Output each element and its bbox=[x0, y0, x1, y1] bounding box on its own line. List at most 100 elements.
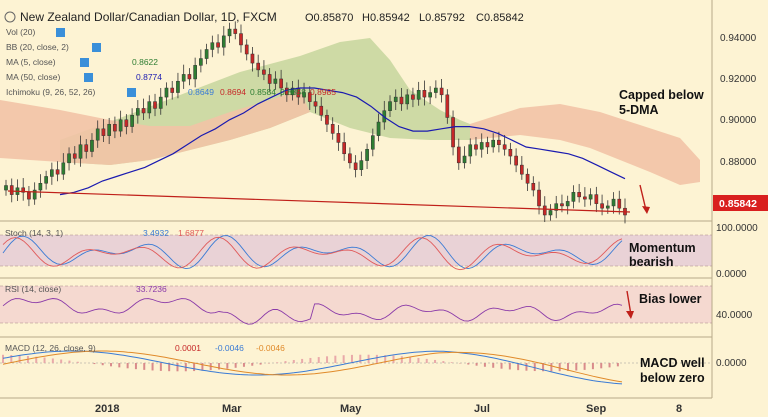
candle-body bbox=[176, 80, 180, 93]
candle-body bbox=[267, 74, 272, 84]
candle-body bbox=[32, 189, 37, 200]
candle-body bbox=[491, 139, 496, 148]
macd-hist-bar bbox=[51, 358, 54, 363]
last-price-tag bbox=[713, 195, 768, 211]
candle-body bbox=[290, 87, 295, 96]
candle-body bbox=[605, 205, 610, 209]
macd-value: -0.0046 bbox=[215, 343, 244, 353]
cloud-bear bbox=[0, 90, 310, 165]
eye-icon[interactable] bbox=[127, 88, 136, 97]
candle-body bbox=[445, 94, 450, 118]
legend-ma50-value: 0.8774 bbox=[136, 72, 162, 82]
candle-body bbox=[502, 144, 507, 150]
macd-hist-bar bbox=[259, 363, 262, 365]
x-tick-label: 2018 bbox=[95, 403, 119, 415]
eye-icon[interactable] bbox=[92, 43, 101, 52]
macd-hist-bar bbox=[60, 359, 63, 363]
candle-body bbox=[370, 135, 375, 150]
macd-hist-bar bbox=[118, 363, 121, 368]
y-tick-label: 0.94000 bbox=[720, 33, 757, 44]
candle-body bbox=[399, 96, 404, 105]
expand-icon[interactable] bbox=[4, 11, 16, 23]
macd-hist-bar bbox=[533, 363, 536, 372]
candle-body bbox=[262, 69, 266, 75]
candle-body bbox=[508, 148, 513, 157]
candle-body bbox=[342, 142, 346, 155]
macd-hist-bar bbox=[425, 358, 428, 363]
macd-hist-bar bbox=[417, 357, 420, 363]
macd-hist-bar bbox=[309, 357, 312, 363]
candle-body bbox=[456, 146, 461, 164]
macd-hist-bar bbox=[467, 363, 470, 365]
macd-hist-bar bbox=[301, 358, 304, 363]
legend-bb[interactable]: BB (20, close, 2) bbox=[6, 42, 69, 52]
ohlc-open: O0.85870 bbox=[305, 12, 353, 24]
candle-body bbox=[514, 155, 518, 166]
candle-body bbox=[147, 101, 152, 114]
ichimoku-cloud bbox=[0, 38, 700, 185]
stoch-legend[interactable]: Stoch (14, 3, 1) bbox=[5, 228, 63, 238]
candle-body bbox=[170, 87, 175, 93]
candle-body bbox=[537, 189, 541, 207]
candle-body bbox=[548, 210, 553, 216]
candle-body bbox=[118, 119, 123, 132]
candle-body bbox=[611, 198, 616, 207]
candle-body bbox=[434, 87, 438, 93]
candle-body bbox=[525, 173, 530, 184]
candle-body bbox=[4, 185, 8, 191]
candle-body bbox=[313, 101, 318, 107]
macd-hist-bar bbox=[442, 361, 445, 363]
candle-body bbox=[474, 144, 478, 150]
macd-hist-bar bbox=[566, 363, 569, 371]
candle-body bbox=[135, 108, 140, 116]
macd-hist-bar bbox=[93, 363, 96, 365]
candle-body bbox=[90, 139, 94, 152]
candle-body bbox=[21, 187, 26, 193]
legend-ichimoku-value: 0.8649 bbox=[188, 87, 214, 97]
stoch-tick-label: 0.0000 bbox=[716, 269, 747, 280]
legend-ichimoku[interactable]: Ichimoku (9, 26, 52, 26) bbox=[6, 87, 95, 97]
macd-hist-bar bbox=[359, 354, 362, 363]
candle-body bbox=[233, 28, 238, 34]
legend-ma5[interactable]: MA (5, close) bbox=[6, 57, 56, 67]
legend-ma50[interactable]: MA (50, close) bbox=[6, 72, 60, 82]
macd-hist-bar bbox=[342, 355, 345, 363]
legend-vol[interactable]: Vol (20) bbox=[6, 27, 35, 37]
candle-body bbox=[273, 78, 278, 84]
annotation-stoch: bearish bbox=[629, 255, 673, 269]
support-trendline bbox=[7, 190, 631, 213]
candle-body bbox=[542, 205, 547, 216]
macd-hist-bar bbox=[483, 363, 486, 367]
macd-hist-bar bbox=[508, 363, 511, 370]
candle-body bbox=[101, 128, 106, 136]
macd-hist-bar bbox=[193, 363, 196, 372]
candle-body bbox=[571, 192, 576, 202]
candle-body bbox=[210, 42, 215, 50]
eye-icon[interactable] bbox=[80, 58, 89, 67]
macd-legend[interactable]: MACD (12, 26, close, 9) bbox=[5, 343, 96, 353]
candle-body bbox=[130, 114, 134, 127]
rsi-line bbox=[2, 298, 623, 325]
annotation-rsi: Bias lower bbox=[639, 292, 702, 306]
macd-hist-bar bbox=[10, 355, 13, 363]
ohlc-low: L0.85792 bbox=[419, 12, 465, 24]
eye-icon[interactable] bbox=[84, 73, 93, 82]
candle-body bbox=[27, 192, 31, 200]
eye-icon[interactable] bbox=[56, 28, 65, 37]
macd-hist-bar bbox=[550, 363, 553, 372]
macd-hist-bar bbox=[292, 359, 295, 363]
rsi-tick-label: 40.0000 bbox=[716, 310, 753, 321]
candle-body bbox=[95, 128, 100, 141]
macd-hist-bar bbox=[400, 356, 403, 363]
stoch-k-value: 3.4932 bbox=[143, 228, 169, 238]
legend-ichimoku-value: 0.8584 bbox=[250, 87, 276, 97]
macd-hist-bar bbox=[375, 354, 378, 363]
stoch-k-line bbox=[2, 235, 623, 270]
macd-hist-bar bbox=[35, 356, 38, 363]
candle-body bbox=[307, 92, 312, 102]
macd-hist-bar bbox=[101, 363, 104, 366]
macd-hist-bar bbox=[226, 363, 229, 369]
candle-body bbox=[72, 153, 77, 159]
candle-body bbox=[199, 58, 203, 66]
rsi-legend[interactable]: RSI (14, close) bbox=[5, 284, 61, 294]
